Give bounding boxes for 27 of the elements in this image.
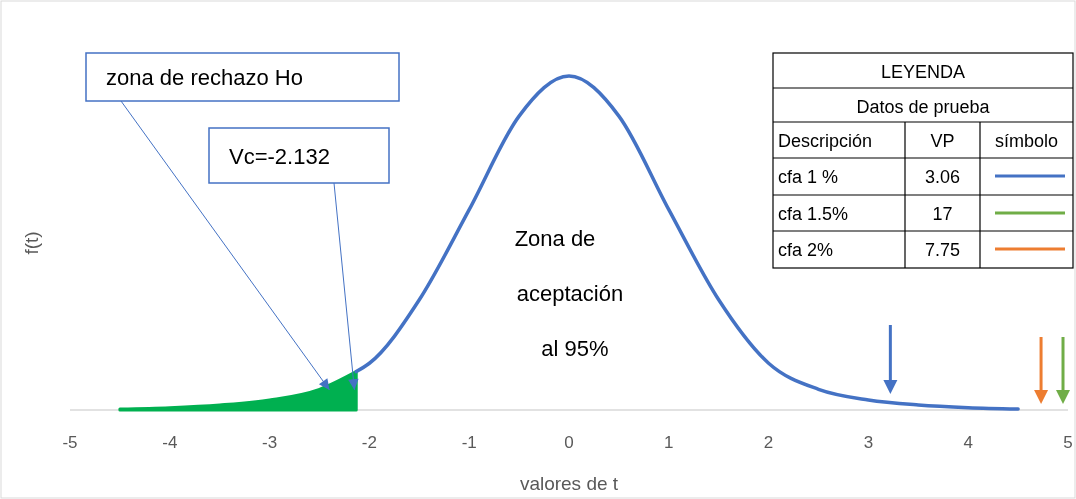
category-label: cfa 2%	[778, 240, 834, 260]
x-tick-label: 3	[863, 433, 874, 452]
x-tick-label: -4	[162, 433, 178, 452]
data-label: 7.75	[924, 240, 961, 260]
text: Zona de aceptación al 95%	[514, 226, 624, 361]
annotation: Vc=-2.132	[229, 143, 330, 169]
x-tick-label: 0	[564, 433, 574, 452]
x-tick-label: 2	[763, 433, 774, 452]
data-label: 3.06	[924, 167, 961, 187]
data-label: 17	[932, 204, 953, 224]
category-label: cfa 1 %	[778, 167, 839, 187]
y-axis-title: f(t)	[21, 231, 42, 255]
x-tick-label: 5	[1063, 433, 1073, 452]
annotation: Descripción	[778, 131, 873, 151]
text: LEYENDA	[880, 62, 966, 82]
text: Datos de prueba	[856, 97, 991, 117]
x-tick-label: -1	[461, 433, 477, 452]
x-axis-title: valores de t	[519, 473, 619, 494]
x-tick-label: -5	[62, 433, 78, 452]
x-tick-label: 1	[664, 433, 674, 452]
x-tick-label: 4	[963, 433, 973, 452]
category-label: cfa 1.5%	[778, 204, 849, 224]
x-tick-label: -3	[262, 433, 278, 452]
x-tick-label: -2	[361, 433, 377, 452]
annotation: VP	[930, 131, 955, 151]
annotation: zona de rechazo Ho	[106, 65, 303, 90]
annotation: símbolo	[994, 131, 1059, 151]
